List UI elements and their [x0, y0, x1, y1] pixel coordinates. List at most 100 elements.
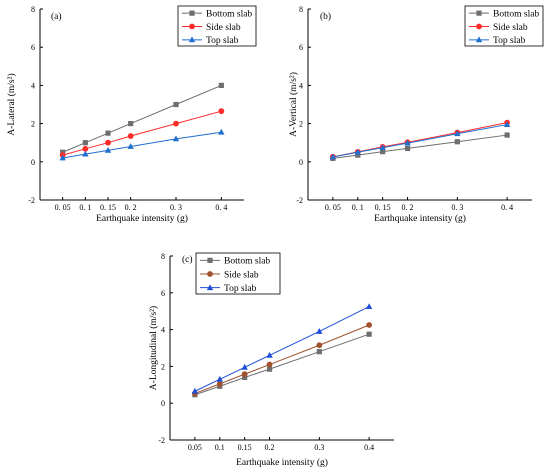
- series-triangle: [329, 121, 511, 160]
- series-line: [62, 131, 222, 159]
- data-point: [59, 154, 66, 161]
- y-tick-label: 2: [161, 362, 165, 371]
- data-point: [454, 130, 461, 137]
- legend: Bottom slab Side slab Top slab: [464, 5, 544, 47]
- x-tick-label: 0.15: [238, 443, 252, 452]
- x-tick-label: 0. 1: [352, 203, 364, 212]
- y-tick-label: -2: [28, 196, 35, 205]
- legend-marker: [188, 36, 196, 43]
- x-tick-label: 0. 2: [125, 203, 137, 212]
- data-point: [105, 139, 111, 146]
- data-point: [218, 108, 225, 115]
- data-point: [355, 152, 361, 158]
- data-point: [216, 375, 223, 382]
- data-point: [366, 322, 373, 328]
- y-tick-label: -2: [158, 436, 165, 445]
- data-point: [404, 139, 411, 146]
- series-line: [62, 84, 222, 153]
- series-line: [332, 134, 508, 159]
- legend-entry-label: Side slab: [493, 23, 528, 33]
- x-tick-label: 0.2: [265, 443, 275, 452]
- data-point: [316, 342, 323, 349]
- chart-panel: -2 0 2 4 6 8 0. 05 0. 1 0. 15 0. 2 0. 3 0. 4 Earthqu…: [6, 5, 257, 224]
- legend-marker: [206, 284, 214, 291]
- series-circle: [59, 108, 225, 159]
- series-line: [194, 306, 370, 392]
- data-point: [105, 130, 111, 136]
- series-circle: [191, 322, 373, 397]
- y-tick-label: 8: [161, 252, 165, 261]
- data-point: [172, 135, 180, 142]
- series-triangle: [191, 303, 373, 394]
- chart-panel: -2 0 2 4 6 8 0.05 0.1 0.15 0.2 0.3 0.4 Earthquake in…: [148, 252, 394, 468]
- x-tick-label: 0.3: [314, 443, 324, 452]
- y-tick-label: -2: [296, 196, 303, 205]
- data-point: [503, 121, 511, 127]
- x-tick-label: 0. 4: [215, 203, 227, 212]
- y-axis-label: A-Lateral (m/s²): [6, 73, 17, 135]
- x-tick-label: 0.1: [215, 443, 225, 452]
- data-point: [380, 149, 386, 155]
- data-point: [173, 120, 179, 127]
- series-square: [192, 331, 372, 398]
- panel-label: (b): [320, 11, 331, 22]
- legend-marker: [189, 10, 195, 16]
- legend-marker: [207, 257, 213, 263]
- data-point: [316, 349, 322, 355]
- data-point: [241, 363, 248, 370]
- data-point: [82, 150, 89, 157]
- data-point: [454, 139, 460, 145]
- y-tick-label: 6: [161, 289, 165, 298]
- legend-entry-label: Bottom slab: [493, 9, 539, 19]
- legend-entry-label: Side slab: [206, 23, 241, 33]
- y-axis-label: A-Vertical (m/s²): [288, 72, 299, 137]
- x-tick-label: 0. 4: [501, 203, 513, 212]
- x-axis-label: Earthquake intensity (g): [96, 213, 188, 224]
- series-square: [330, 132, 510, 161]
- x-tick-label: 0. 3: [451, 203, 463, 212]
- y-tick-label: 4: [31, 81, 35, 90]
- data-point: [82, 145, 89, 152]
- x-tick-label: 0. 15: [100, 203, 116, 212]
- data-point: [354, 148, 361, 155]
- chart-panel: -2 0 2 4 6 8 0. 05 0. 1 0. 15 0. 2 0. 3 0. 4 Earthqu…: [288, 5, 544, 224]
- data-point: [191, 387, 199, 394]
- series-square: [60, 82, 224, 155]
- x-axis-label: Earthquake intensity (g): [236, 457, 328, 468]
- series-line: [194, 324, 370, 394]
- legend-entry-label: Side slab: [224, 270, 259, 280]
- legend-entry-label: Top slab: [224, 284, 257, 294]
- y-tick-label: 2: [31, 120, 35, 129]
- x-axis-label: Earthquake intensity (g): [374, 213, 466, 224]
- data-point: [127, 133, 134, 139]
- data-point: [104, 146, 112, 153]
- x-tick-label: 0. 3: [170, 203, 182, 212]
- legend: Bottom slab Side slab Top slab: [195, 252, 281, 295]
- data-point: [242, 374, 248, 381]
- legend-entry-label: Bottom slab: [206, 9, 252, 19]
- y-tick-label: 6: [31, 43, 35, 52]
- x-tick-label: 0.05: [188, 443, 202, 452]
- data-point: [379, 144, 386, 151]
- legend-marker: [189, 23, 195, 30]
- data-point: [365, 303, 373, 309]
- legend-marker: [207, 271, 213, 277]
- x-tick-label: 0. 05: [325, 203, 341, 212]
- legend-marker: [475, 36, 483, 43]
- data-point: [216, 380, 223, 387]
- data-point: [128, 121, 134, 127]
- series-line: [62, 110, 222, 156]
- y-tick-label: 0: [299, 158, 303, 167]
- data-point: [404, 145, 411, 152]
- data-point: [329, 153, 337, 160]
- data-point: [266, 361, 273, 368]
- x-tick-label: 0. 2: [402, 203, 414, 212]
- legend: Bottom slab Side slab Top slab: [177, 5, 257, 47]
- y-tick-label: 2: [299, 120, 303, 129]
- data-point: [366, 331, 372, 337]
- data-point: [316, 328, 323, 334]
- x-tick-label: 0.4: [364, 443, 374, 452]
- series-line: [332, 124, 508, 158]
- y-axis-label: A-Longitudinal (m/s²): [148, 306, 159, 390]
